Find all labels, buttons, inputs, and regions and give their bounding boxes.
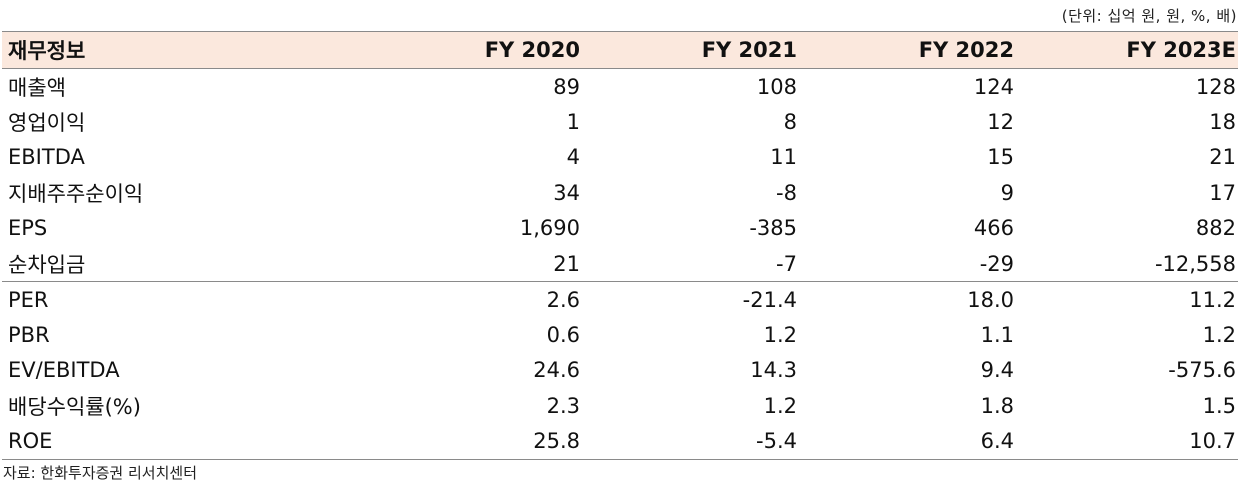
table-row: PER 2.6 -21.4 18.0 11.2 <box>2 281 1238 317</box>
table-cell: 8 <box>783 109 797 134</box>
row-label: 영업이익 <box>8 110 86 135</box>
table-row: EBITDA 4 11 15 21 <box>2 140 1238 176</box>
table-cell: 466 <box>973 216 1014 241</box>
row-label: 매출액 <box>8 75 66 100</box>
table-cell: 882 <box>1195 216 1236 241</box>
table-cell: 9.4 <box>980 358 1014 383</box>
table-cell: 11 <box>770 145 797 170</box>
table-row: 순차입금 21 -7 -29 -12,558 <box>2 246 1238 282</box>
table-cell: 18.0 <box>799 281 1016 317</box>
table-cell: 11.2 <box>1016 281 1238 317</box>
table-cell: 108 <box>756 74 797 99</box>
table-cell: 1.5 <box>1202 393 1236 418</box>
table-row: EPS 1,690 -385 466 882 <box>2 211 1238 247</box>
table-row: 지배주주순이익 34 -8 9 17 <box>2 175 1238 211</box>
table-cell: 89 <box>553 74 580 99</box>
table-row: 영업이익 1 8 12 18 <box>2 104 1238 140</box>
table-cell: 1.8 <box>980 393 1014 418</box>
table-cell: 2.3 <box>546 393 580 418</box>
header-year-fy2021: FY 2021 <box>582 31 799 69</box>
row-label: EBITDA <box>8 145 85 170</box>
table-cell: 1.2 <box>763 322 797 347</box>
header-year-fy2023e: FY 2023E <box>1016 31 1238 69</box>
table-cell: 2.6 <box>364 281 582 317</box>
row-label: PBR <box>8 322 50 347</box>
table-cell: 128 <box>1195 74 1236 99</box>
header-year-fy2020: FY 2020 <box>364 31 582 69</box>
table-cell: -21.4 <box>582 281 799 317</box>
header-year-fy2022: FY 2022 <box>799 31 1016 69</box>
table-row: PBR 0.6 1.2 1.1 1.2 <box>2 317 1238 353</box>
table-cell: -5.4 <box>582 423 799 460</box>
table-cell: -8 <box>776 180 797 205</box>
table-cell: 21 <box>1209 145 1236 170</box>
table-cell: 25.8 <box>364 423 582 460</box>
row-label: EV/EBITDA <box>8 358 120 383</box>
row-label: 배당수익률(%) <box>8 394 141 419</box>
table-cell: 1.1 <box>980 322 1014 347</box>
table-cell: 6.4 <box>799 423 1016 460</box>
table-cell: 1 <box>566 109 580 134</box>
table-cell: 9 <box>1000 180 1014 205</box>
row-label: PER <box>2 281 364 317</box>
table-cell: -7 <box>776 251 797 276</box>
table-cell: 12 <box>987 109 1014 134</box>
table-cell: 21 <box>553 251 580 276</box>
table-cell: -385 <box>749 216 797 241</box>
table-cell: 17 <box>1209 180 1236 205</box>
table-cell: 1,690 <box>519 216 580 241</box>
table-row: EV/EBITDA 24.6 14.3 9.4 -575.6 <box>2 353 1238 389</box>
header-label: 재무정보 <box>2 31 364 69</box>
row-label: 지배주주순이익 <box>8 181 144 206</box>
table-cell: -12,558 <box>1154 251 1236 276</box>
table-cell: 24.6 <box>533 358 580 383</box>
table-cell: 4 <box>566 145 580 170</box>
table-row: 배당수익률(%) 2.3 1.2 1.8 1.5 <box>2 388 1238 424</box>
table-cell: 0.6 <box>546 322 580 347</box>
table-cell: 1.2 <box>1202 322 1236 347</box>
table-cell: -29 <box>979 251 1014 276</box>
table-cell: 124 <box>973 74 1014 99</box>
row-label: EPS <box>8 216 48 241</box>
table-row: ROE 25.8 -5.4 6.4 10.7 <box>2 423 1238 460</box>
row-label: 순차입금 <box>8 252 86 277</box>
table-cell: 10.7 <box>1016 423 1238 460</box>
table-cell: -575.6 <box>1168 358 1236 383</box>
table-row: 매출액 89 108 124 128 <box>2 69 1238 105</box>
unit-note: (단위: 십억 원, 원, %, 배) <box>1061 7 1237 25</box>
table-cell: 34 <box>553 180 580 205</box>
table-cell: 18 <box>1209 109 1236 134</box>
table-cell: 14.3 <box>750 358 797 383</box>
financial-table: 재무정보 FY 2020 FY 2021 FY 2022 FY 2023E 매출… <box>2 31 1238 460</box>
row-label: ROE <box>2 423 364 460</box>
source-note: 자료: 한화투자증권 리서치센터 <box>3 464 197 482</box>
table-header-row: 재무정보 FY 2020 FY 2021 FY 2022 FY 2023E <box>2 31 1238 69</box>
table-cell: 15 <box>987 145 1014 170</box>
table-cell: 1.2 <box>763 393 797 418</box>
